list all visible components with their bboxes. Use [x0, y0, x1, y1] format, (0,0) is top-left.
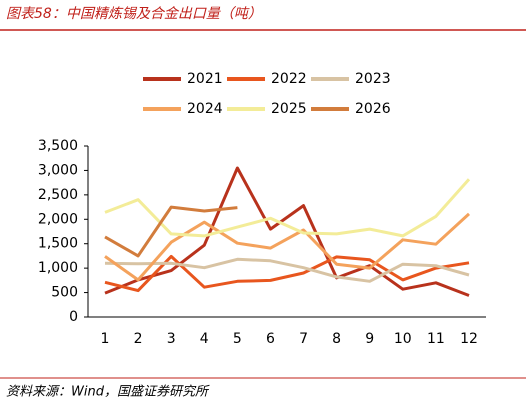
- y-tick-label: 500: [51, 285, 78, 301]
- x-tick-label: 9: [365, 331, 374, 347]
- x-tick-label: 5: [233, 331, 242, 347]
- x-tick-label: 10: [394, 331, 412, 347]
- y-tick-label: 3,000: [38, 162, 78, 178]
- x-tick-label: 1: [101, 331, 110, 347]
- legend-label: 2025: [271, 101, 307, 117]
- x-tick-label: 11: [427, 331, 445, 347]
- legend-label: 2024: [187, 101, 223, 117]
- y-tick-label: 2,000: [38, 211, 78, 227]
- source: 资料来源：Wind，国盛证券研究所: [6, 384, 210, 400]
- y-tick-label: 1,500: [38, 236, 78, 252]
- y-tick-label: 3,500: [38, 138, 78, 154]
- y-tick-label: 1,000: [38, 260, 78, 276]
- series-line: [104, 166, 470, 297]
- series-line: [104, 212, 471, 282]
- y-tick-label: 0: [69, 309, 78, 325]
- x-tick-label: 6: [266, 331, 275, 347]
- x-tick-label: 4: [200, 331, 209, 347]
- legend-label: 2022: [271, 71, 307, 87]
- x-tick-label: 12: [460, 331, 478, 347]
- y-tick-label: 2,500: [38, 187, 78, 203]
- legend-label: 2023: [355, 71, 391, 87]
- series-line: [104, 205, 238, 258]
- legend-label: 2026: [355, 101, 391, 117]
- series-line: [104, 257, 470, 283]
- chart-title: 图表58：中国精炼锡及合金出口量（吨）: [6, 6, 262, 22]
- x-tick-label: 8: [332, 331, 341, 347]
- x-tick-label: 2: [134, 331, 143, 347]
- series-line: [104, 178, 471, 238]
- legend-label: 2021: [187, 71, 223, 87]
- x-tick-label: 3: [167, 331, 176, 347]
- x-tick-label: 7: [299, 331, 308, 347]
